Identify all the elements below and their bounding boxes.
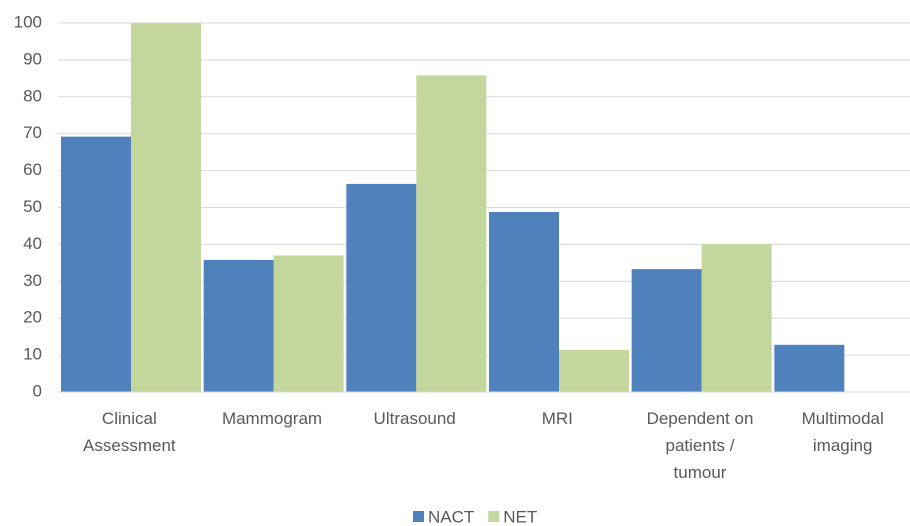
legend-label: NACT: [428, 507, 474, 526]
x-tick-label: Mammogram: [222, 409, 322, 428]
y-tick-label: 90: [23, 49, 42, 68]
bar: [61, 136, 131, 392]
legend-label: NET: [503, 507, 537, 526]
y-tick-label: 20: [23, 308, 42, 327]
bar: [489, 211, 559, 392]
legend-swatch: [413, 511, 424, 522]
y-tick-label: 70: [23, 123, 42, 142]
bar: [273, 255, 344, 392]
x-tick-label: Clinical Assessment: [83, 409, 176, 455]
bar: [701, 244, 772, 392]
legend-swatch: [488, 511, 500, 522]
bar: [416, 75, 487, 392]
bar: [203, 259, 274, 392]
bar: [346, 183, 417, 392]
y-tick-label: 10: [23, 345, 42, 364]
x-tick-label: MRI: [542, 409, 573, 428]
x-tick-label: Ultrasound: [374, 409, 456, 428]
y-tick-label: 50: [23, 197, 42, 216]
y-tick-label: 30: [23, 271, 42, 290]
y-tick-label: 0: [33, 381, 42, 400]
y-tick-label: 100: [14, 12, 42, 31]
bar: [774, 344, 845, 392]
y-tick-label: 40: [23, 234, 42, 253]
bar: [131, 23, 201, 392]
x-tick-label: Multimodal imaging: [802, 409, 884, 455]
x-tick-label: Dependent on patients / tumour: [647, 409, 754, 482]
bar: [631, 269, 702, 392]
bar: [559, 349, 629, 392]
y-tick-label: 60: [23, 160, 42, 179]
y-tick-label: 80: [23, 86, 42, 105]
